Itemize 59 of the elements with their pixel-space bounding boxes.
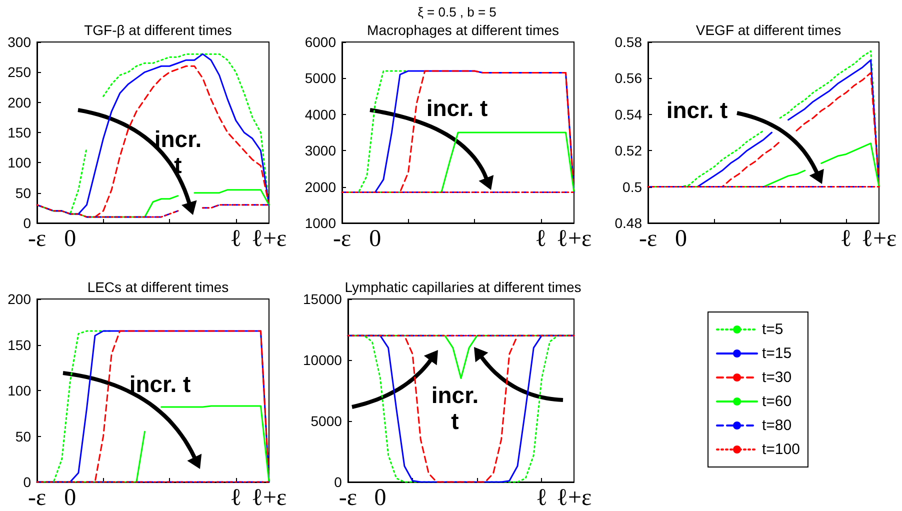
y-tick-label: 0.54 (614, 106, 642, 122)
x-tick-label: ℓ+ε (556, 485, 592, 511)
x-tick-label: ℓ (536, 485, 548, 511)
chart-title: LECs at different times (87, 279, 229, 295)
legend-label: t=100 (762, 441, 800, 458)
y-tick-label: 3000 (304, 142, 336, 159)
y-tick-label: 1000 (304, 215, 336, 231)
y-tick-label: 2000 (304, 178, 336, 195)
y-tick-label: 250 (8, 64, 32, 80)
y-tick-label: 6000 (304, 34, 336, 50)
y-tick-label: 300 (8, 34, 32, 50)
y-tick-label: 4000 (304, 106, 336, 122)
y-tick-label: 100 (8, 154, 32, 171)
text: ξ = 0.5 , b = 5 (418, 4, 496, 20)
x-tick-label: ℓ+ε (556, 226, 592, 252)
legend-label: t=30 (762, 369, 792, 386)
y-tick-label: 150 (8, 336, 32, 353)
x-tick-label: ℓ+ε (251, 226, 287, 252)
x-tick-label: 0 (64, 485, 76, 511)
chart-title: Lymphatic capillaries at different times (344, 279, 582, 295)
y-tick-label: 0.56 (614, 70, 642, 86)
annotation: incr. t (666, 97, 728, 123)
annotation: incr. t (129, 371, 192, 397)
y-tick-label: 200 (8, 94, 32, 110)
y-tick-label: 50 (15, 428, 32, 444)
x-tick-label: 0 (64, 226, 76, 252)
y-tick-label: 0.5 (622, 178, 642, 195)
chart-title: Macrophages at different times (367, 22, 559, 38)
annotation: incr. t (426, 95, 488, 121)
annotation: incr. t (431, 382, 479, 434)
x-tick-label: ℓ (840, 226, 852, 252)
x-tick-label: 0 (369, 226, 382, 252)
legend-label: t=5 (762, 321, 784, 338)
y-tick-label: 5000 (310, 413, 342, 429)
y-tick-label: 0 (334, 474, 342, 490)
chart-title: TGF-β at different times (84, 22, 232, 38)
y-tick-label: 200 (8, 291, 32, 307)
x-tick-label: ℓ (535, 226, 547, 252)
x-tick-label: ℓ (230, 226, 242, 252)
y-tick-label: 0 (23, 215, 32, 231)
y-tick-label: 15000 (302, 291, 342, 307)
legend-label: t=60 (762, 393, 792, 410)
x-tick-label: ℓ+ε (861, 226, 897, 252)
x-tick-label: ℓ+ε (251, 485, 287, 511)
x-tick-label: ℓ (230, 485, 242, 511)
y-tick-label: 150 (8, 124, 32, 140)
y-tick-label: 5000 (304, 70, 336, 86)
y-tick-label: 100 (8, 382, 32, 398)
x-tick-label: 0 (374, 485, 386, 511)
y-tick-label: 0 (23, 474, 32, 490)
y-tick-label: 0.48 (614, 215, 642, 231)
y-tick-label: 0.52 (614, 142, 642, 159)
x-tick-label: 0 (675, 226, 687, 252)
legend-label: t=15 (762, 345, 792, 362)
legend-label: t=80 (762, 417, 792, 434)
chart-title: VEGF at different times (696, 22, 842, 38)
y-tick-label: 10000 (302, 352, 342, 368)
y-tick-label: 50 (15, 184, 32, 201)
y-tick-label: 0.58 (614, 34, 642, 50)
